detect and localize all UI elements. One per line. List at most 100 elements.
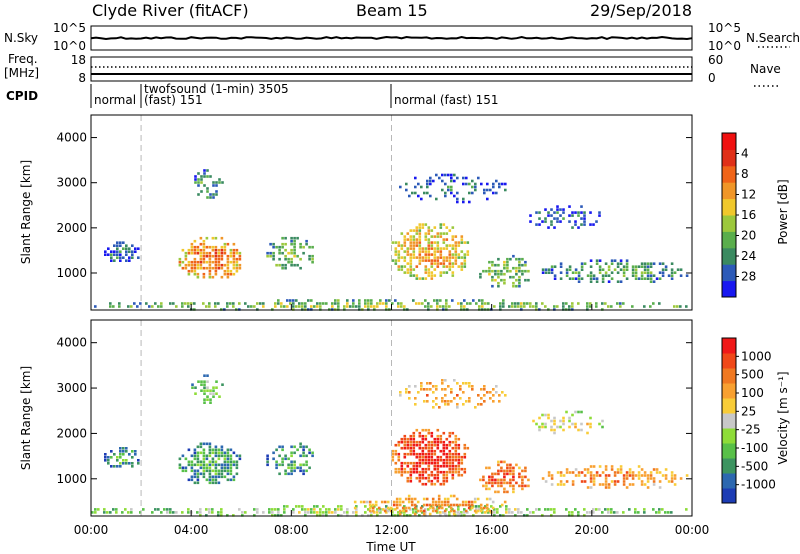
data-cell [229, 460, 233, 464]
data-cell [131, 253, 134, 256]
data-cell [601, 511, 604, 514]
data-cell [421, 250, 425, 253]
data-cell [415, 226, 419, 229]
data-cell [104, 456, 107, 459]
data-cell [229, 269, 233, 273]
data-cell [580, 410, 583, 414]
data-cell [302, 448, 305, 452]
data-cell [436, 508, 439, 511]
data-cell [398, 503, 402, 507]
data-cell [235, 248, 239, 252]
data-cell [526, 302, 529, 305]
data-cell [122, 453, 125, 456]
data-cell [418, 473, 422, 477]
data-cell [406, 443, 410, 447]
data-cell [208, 251, 212, 255]
data-cell [471, 191, 474, 195]
data-cell [428, 512, 432, 516]
data-cell [565, 274, 569, 277]
data-cell [391, 259, 395, 262]
data-cell [506, 490, 509, 494]
data-cell [346, 514, 349, 517]
data-cell [196, 245, 200, 249]
data-cell [442, 256, 446, 259]
data-cell [266, 251, 269, 255]
data-cell [442, 464, 446, 468]
data-cell [125, 459, 128, 462]
data-cell [509, 257, 512, 261]
data-cell [492, 388, 495, 391]
data-cell [524, 466, 527, 470]
data-cell [499, 514, 502, 517]
data-cell [538, 223, 541, 226]
data-cell [625, 259, 629, 262]
data-cell [553, 416, 556, 420]
data-cell [104, 453, 107, 456]
data-cell [631, 265, 635, 268]
data-cell [415, 440, 419, 444]
data-cell [206, 374, 209, 377]
data-cell [190, 460, 194, 464]
data-cell [589, 265, 593, 268]
data-cell [412, 434, 416, 438]
data-cell [439, 232, 443, 235]
colorbar-tick-label: 500 [741, 368, 764, 382]
data-cell [308, 254, 311, 258]
data-cell [355, 505, 358, 508]
data-cell [115, 511, 118, 514]
data-cell [280, 305, 283, 308]
data-cell [506, 266, 509, 270]
data-cell [559, 419, 562, 423]
data-cell [429, 176, 432, 180]
data-cell [465, 382, 468, 385]
data-cell [119, 456, 122, 459]
data-cell [217, 266, 221, 270]
data-cell [190, 463, 194, 467]
data-cell [266, 454, 269, 458]
data-cell [433, 299, 436, 302]
data-cell [640, 271, 644, 274]
data-cell [430, 274, 434, 277]
data-cell [290, 445, 293, 449]
velocity-frame-bg [91, 320, 692, 516]
data-cell [409, 461, 413, 465]
data-cell [441, 400, 444, 403]
data-cell [430, 253, 434, 256]
data-cell [371, 503, 375, 507]
data-cell [574, 468, 578, 471]
data-cell [208, 472, 212, 476]
data-cell [646, 480, 650, 483]
data-cell [436, 232, 440, 235]
data-cell [205, 454, 209, 458]
colorbar-swatch [722, 398, 736, 414]
data-cell [550, 514, 553, 517]
data-cell [430, 452, 434, 456]
data-cell [274, 302, 277, 305]
data-cell [604, 480, 608, 483]
data-cell [424, 428, 428, 432]
data-cell [503, 278, 506, 282]
data-cell [346, 302, 349, 305]
data-cell [223, 251, 227, 255]
data-cell [518, 260, 521, 264]
data-cell [379, 511, 382, 514]
colorbar-swatch [722, 383, 736, 399]
data-cell [598, 271, 602, 274]
nsky-tick-bottom: 10^0 [53, 39, 86, 53]
data-cell [477, 403, 480, 406]
data-cell [311, 451, 314, 455]
data-cell [477, 176, 480, 180]
data-cell [613, 474, 617, 477]
data-cell [610, 480, 614, 483]
data-cell [550, 223, 553, 226]
data-cell [394, 253, 398, 256]
data-cell [199, 472, 203, 476]
data-cell [196, 451, 200, 455]
data-cell [503, 490, 506, 494]
data-cell [485, 497, 489, 501]
data-cell [465, 400, 468, 403]
data-cell [229, 457, 233, 461]
data-cell [229, 466, 233, 470]
data-cell [423, 400, 426, 403]
